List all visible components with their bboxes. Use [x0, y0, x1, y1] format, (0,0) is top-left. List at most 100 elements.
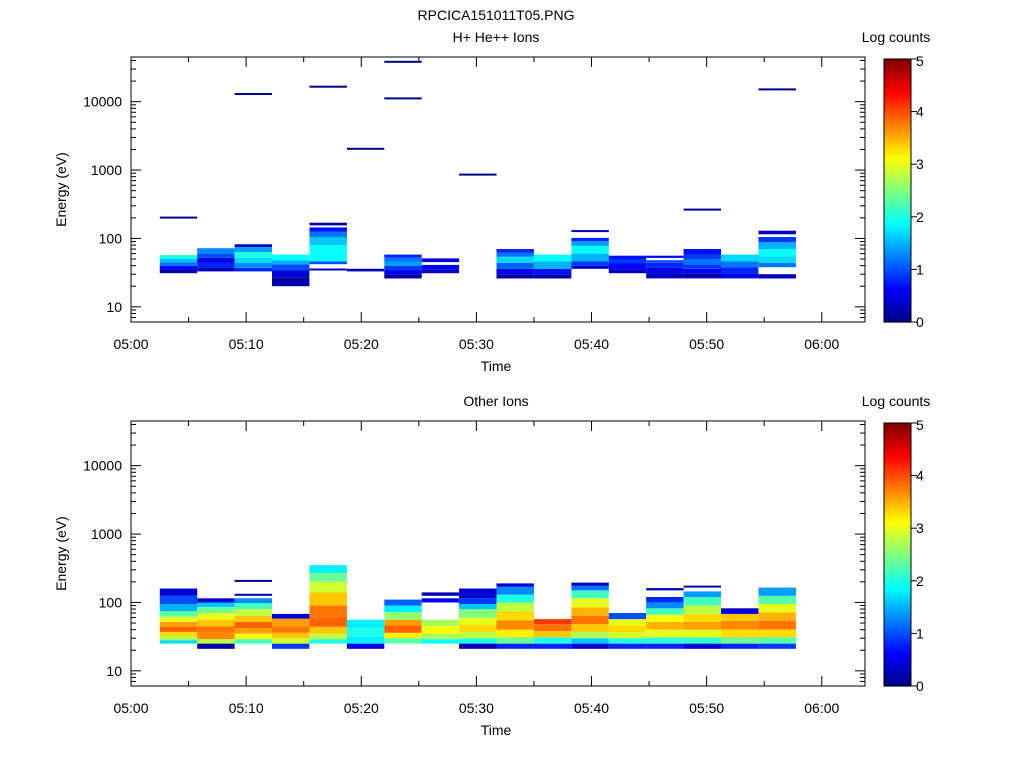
- colorbar-step: [884, 231, 911, 235]
- heatmap-cell: [608, 619, 647, 626]
- heatmap-cell: [646, 268, 684, 274]
- colorbar-tick-label: 3: [916, 520, 924, 536]
- colorbar-step: [884, 564, 911, 568]
- heatmap-cell: [159, 632, 198, 637]
- heatmap-cell: [384, 619, 422, 626]
- heatmap-cell: [459, 598, 497, 604]
- colorbar-step: [884, 558, 911, 562]
- colorbar-step: [884, 79, 911, 83]
- colorbar-step: [884, 305, 911, 309]
- colorbar-step: [884, 63, 911, 66]
- colorbar-tick-label: 2: [916, 209, 924, 225]
- x-tick-label: 06:00: [804, 336, 839, 352]
- colorbar-step: [884, 638, 911, 642]
- y-axis-label: Energy (eV): [53, 152, 69, 227]
- colorbar-step: [884, 106, 911, 109]
- heatmap-cell: [496, 262, 534, 269]
- heatmap-cell: [571, 607, 609, 616]
- colorbar-step: [884, 237, 911, 241]
- heatmap-cell: [608, 638, 647, 644]
- colorbar-step: [884, 655, 911, 658]
- colorbar-step: [884, 120, 911, 124]
- x-tick-label: 05:10: [229, 336, 264, 352]
- colorbar-step: [884, 77, 911, 81]
- heatmap-cell: [234, 593, 272, 596]
- heatmap-cell: [272, 643, 310, 649]
- colorbar-step: [884, 560, 911, 564]
- heatmap-cell: [571, 590, 609, 599]
- colorbar-step: [884, 439, 911, 443]
- x-tick-label: 05:50: [689, 336, 724, 352]
- heatmap-cell: [272, 254, 310, 261]
- heatmap-cell: [234, 639, 272, 644]
- heatmap-cell: [571, 261, 609, 266]
- heatmap-cell: [608, 632, 647, 639]
- heatmap-cell: [721, 267, 759, 274]
- heatmap-cell: [384, 60, 422, 63]
- colorbar-step: [884, 299, 911, 303]
- colorbar-step: [884, 180, 911, 183]
- colorbar-step: [884, 462, 911, 465]
- heatmap-cell: [721, 629, 759, 638]
- heatmap-cell: [758, 88, 796, 91]
- heatmap-cell: [758, 256, 796, 263]
- heatmap-cell: [571, 240, 609, 246]
- y-tick-label: 1000: [91, 526, 122, 542]
- colorbar-step: [884, 632, 911, 636]
- heatmap-cell: [496, 620, 534, 630]
- heatmap-cell: [721, 273, 759, 279]
- heatmap-cell: [758, 262, 796, 268]
- colorbar-step: [884, 443, 911, 447]
- x-tick-label: 05:40: [574, 336, 609, 352]
- heatmap-cell: [571, 230, 609, 233]
- colorbar-step: [884, 174, 911, 177]
- heatmap-cell: [758, 230, 796, 235]
- colorbar-step: [884, 527, 911, 531]
- colorbar-step: [884, 85, 911, 89]
- colorbar-step: [884, 266, 911, 270]
- colorbar-tick-label: 1: [916, 261, 924, 277]
- colorbar-step: [884, 204, 911, 208]
- colorbar-step: [884, 114, 911, 118]
- heatmap-cell: [758, 242, 796, 249]
- colorbar-step: [884, 172, 911, 175]
- heatmap-cell: [159, 616, 198, 622]
- heatmap-cell: [758, 249, 796, 257]
- colorbar-step: [884, 457, 911, 461]
- colorbar-step: [884, 459, 911, 463]
- heatmap-cell: [683, 254, 721, 259]
- colorbar-step: [884, 280, 911, 284]
- heatmap-cell: [496, 268, 534, 275]
- colorbar-step: [884, 501, 911, 504]
- heatmap-cell: [459, 638, 497, 644]
- colorbar-step: [884, 256, 911, 259]
- heatmap-cell: [234, 603, 272, 609]
- x-tick-label: 05:20: [344, 700, 379, 716]
- colorbar-step: [884, 59, 911, 62]
- figure-title: RPCICA151011T05.PNG: [418, 7, 575, 23]
- colorbar-step: [884, 614, 911, 617]
- heatmap-cell: [496, 611, 534, 621]
- colorbar-tick-label: 2: [916, 573, 924, 589]
- heatmap-cell: [459, 643, 497, 649]
- heatmap-cell: [758, 587, 796, 596]
- colorbar-step: [884, 319, 911, 323]
- colorbar-step: [884, 61, 911, 64]
- colorbar-step: [884, 663, 911, 667]
- colorbar-step: [884, 108, 911, 111]
- heatmap-cell: [421, 592, 460, 596]
- heatmap-cell: [197, 257, 235, 263]
- heatmap-cell: [197, 253, 235, 258]
- heatmap-cell: [384, 97, 422, 100]
- colorbar-step: [884, 640, 911, 644]
- colorbar-step: [884, 89, 911, 93]
- colorbar-step: [884, 95, 911, 99]
- heatmap-cell: [646, 255, 684, 258]
- heatmap-cell: [384, 274, 422, 279]
- colorbar-step: [884, 507, 911, 510]
- colorbar-step: [884, 291, 911, 294]
- heatmap-cell: [421, 639, 460, 644]
- colorbar-step: [884, 683, 911, 687]
- heatmap-cell: [309, 626, 347, 634]
- heatmap-cell: [646, 614, 684, 622]
